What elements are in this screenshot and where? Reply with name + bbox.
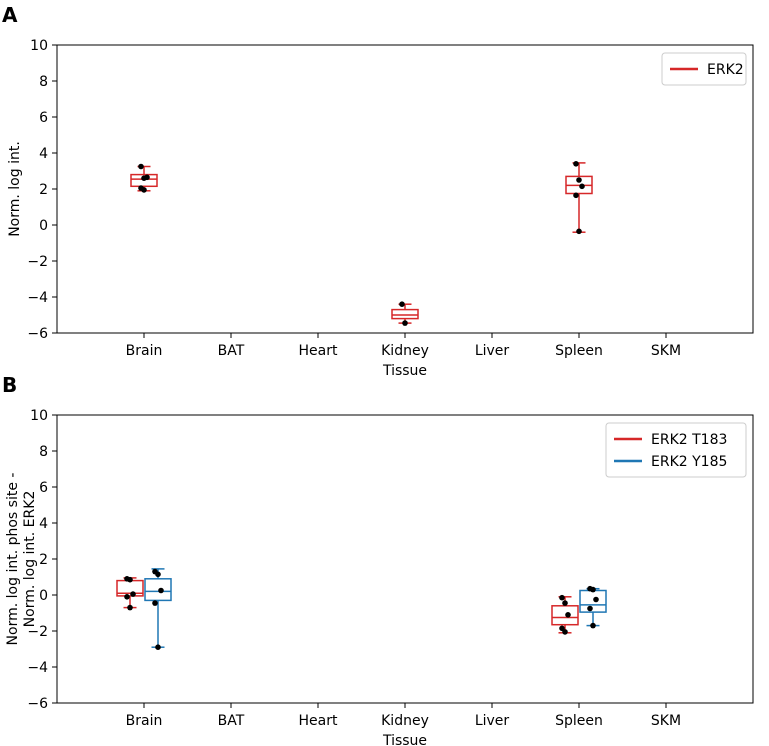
data-point (402, 320, 408, 326)
x-tick-label: Spleen (555, 343, 603, 359)
x-tick-label: Spleen (555, 713, 603, 729)
y-axis-label: Norm. log int. phos site - (5, 473, 21, 646)
data-point (576, 228, 582, 235)
y-tick-label: 6 (39, 480, 48, 496)
legend: ERK2 T183 ERK2 Y185 (605, 422, 747, 478)
x-tick-label: BAT (218, 343, 245, 359)
x-tick-label: Kidney (381, 713, 429, 729)
y-tick-label: 0 (39, 588, 48, 604)
legend-frame (661, 52, 747, 86)
y-tick-label: 0 (39, 218, 48, 234)
data-point (138, 163, 144, 170)
data-point (130, 591, 136, 597)
x-tick-label: BAT (218, 713, 245, 729)
x-axis-label: Tissue (382, 363, 427, 379)
box-brain-erk2-y185 (144, 568, 172, 650)
box-kidney-erk2 (391, 301, 419, 326)
box-body (144, 578, 172, 602)
y-tick-label: −4 (27, 290, 48, 306)
y-tick-label: −6 (27, 326, 48, 342)
box-body (391, 308, 419, 320)
data-point (573, 161, 579, 167)
x-tick-label: SKM (651, 343, 681, 359)
box-spleen-erk2 (565, 161, 593, 235)
x-tick-label: Kidney (381, 343, 429, 359)
y-tick-label: 6 (39, 110, 48, 126)
data-point (562, 600, 568, 606)
x-tick-label: Brain (126, 343, 163, 359)
data-point (127, 576, 133, 583)
legend-label: ERK2 (707, 62, 744, 78)
data-point (124, 594, 130, 600)
x-tick-label: Liver (475, 713, 510, 729)
box-spleen-erk2-y185 (579, 585, 607, 629)
data-point (155, 571, 161, 578)
data-point (127, 604, 133, 611)
box-body (579, 589, 607, 613)
box-brain-erk2-t183 (116, 576, 144, 611)
data-point (562, 629, 568, 635)
data-point (399, 301, 405, 308)
legend-label: ERK2 T183 (651, 432, 727, 448)
data-point (590, 586, 596, 593)
y-tick-label: 4 (39, 516, 48, 532)
legend-frame (605, 422, 747, 478)
data-point (155, 644, 161, 650)
box-body (551, 605, 579, 626)
data-point (587, 605, 593, 612)
x-tick-label: Liver (475, 343, 510, 359)
plot-frame (56, 44, 754, 334)
y-tick-label: 2 (39, 182, 48, 198)
y-tick-label: 10 (30, 408, 48, 424)
data-point (144, 174, 150, 181)
chart-panel-a: A −6 −4 −2 0 2 4 6 8 10 Brain BAT Heart Kidney Liver Sp… (2, 3, 754, 379)
y-tick-label: −2 (27, 624, 48, 640)
x-axis-label: Tissue (382, 733, 427, 746)
data-point (576, 177, 582, 183)
data-point (573, 192, 579, 199)
y-tick-label: 8 (39, 444, 48, 460)
legend-label: ERK2 Y185 (651, 454, 727, 470)
x-tick-label: Brain (126, 713, 163, 729)
x-tick-label: SKM (651, 713, 681, 729)
box-spleen-erk2-t183 (551, 594, 579, 635)
data-point (152, 600, 158, 606)
x-tick-label: Heart (299, 343, 338, 359)
data-point (593, 596, 599, 603)
y-tick-label: −4 (27, 660, 48, 676)
y-tick-label: −6 (27, 696, 48, 712)
box-body (130, 173, 158, 188)
data-point (141, 187, 147, 193)
y-tick-label: −2 (27, 254, 48, 270)
y-tick-label: 10 (30, 38, 48, 54)
y-tick-label: 4 (39, 146, 48, 162)
panel-label: A (2, 3, 18, 27)
data-point (579, 183, 585, 190)
data-point (158, 587, 164, 594)
chart-panel-b: B −6 −4 −2 0 2 4 6 8 10 Brain BAT Heart Kidney Liver Sp… (2, 373, 754, 746)
y-tick-label: 2 (39, 552, 48, 568)
y-axis-label: Norm. log int. ERK2 (22, 491, 38, 628)
legend: ERK2 (661, 52, 747, 86)
box-brain-erk2 (130, 163, 158, 193)
y-axis-label: Norm. log int. (7, 141, 23, 237)
data-point (565, 612, 571, 618)
y-tick-label: 8 (39, 74, 48, 90)
data-point (590, 622, 596, 629)
data-point (559, 594, 565, 601)
x-tick-label: Heart (299, 713, 338, 729)
panel-label: B (2, 373, 17, 397)
